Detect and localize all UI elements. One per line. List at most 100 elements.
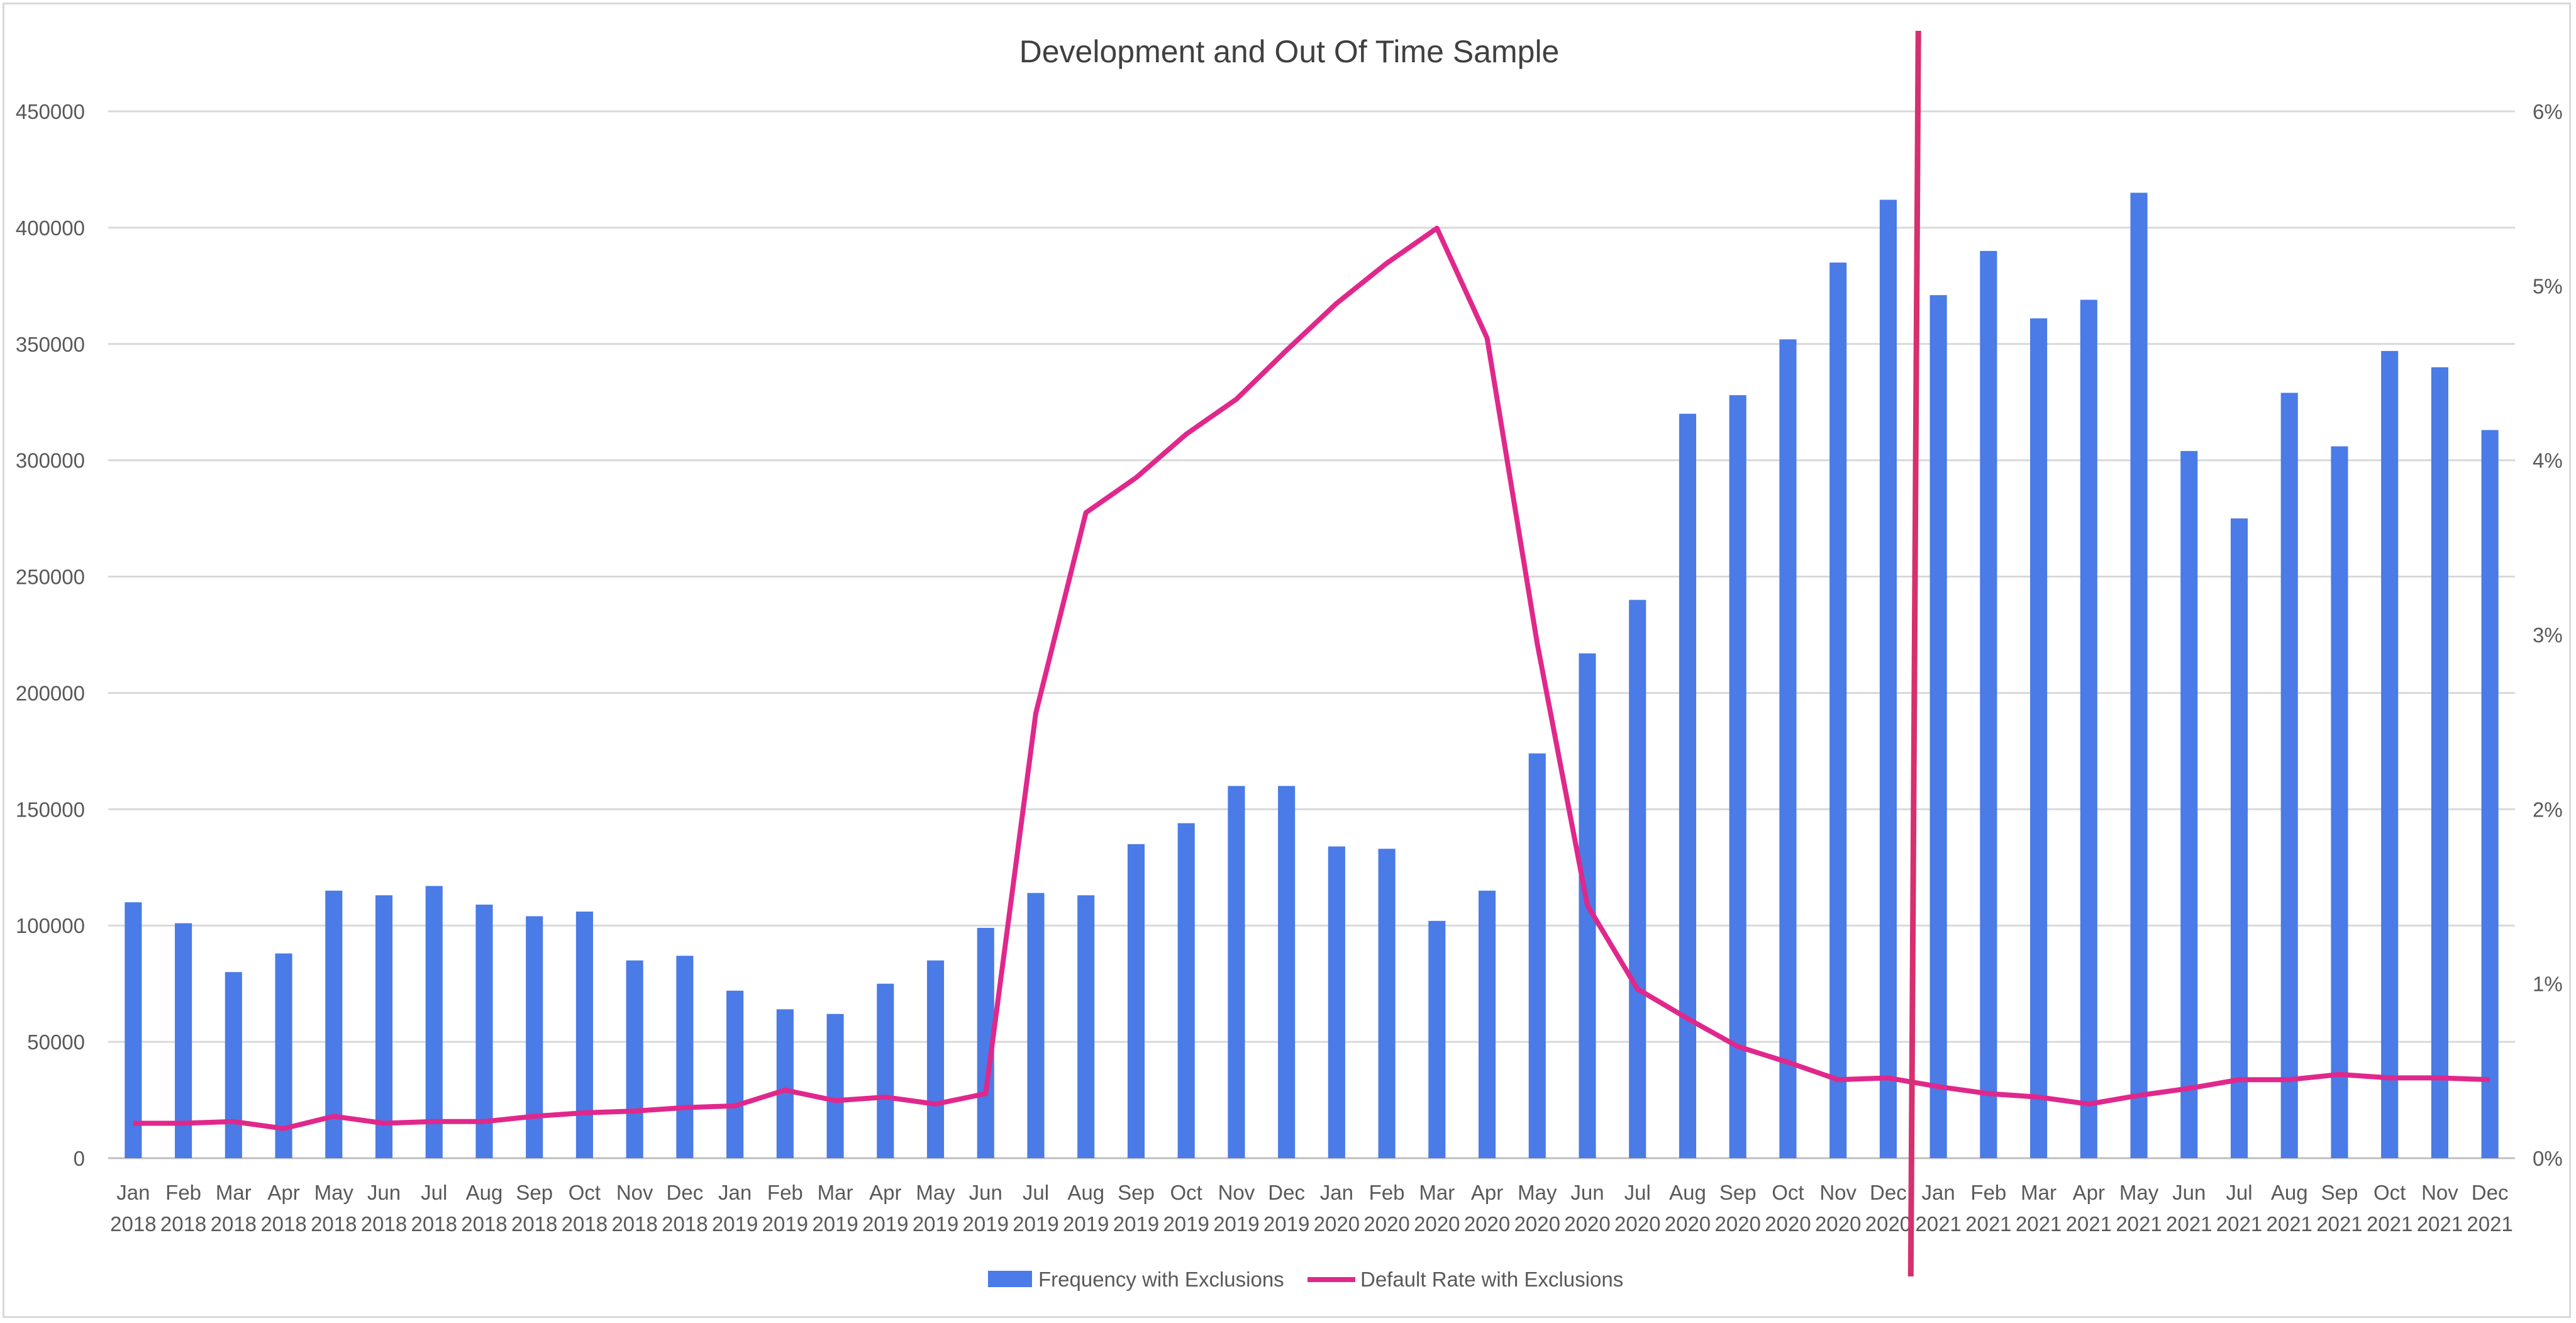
- bar: [826, 1013, 844, 1158]
- x-tick-label-year: 2020: [1614, 1212, 1660, 1236]
- x-tick-label-year: 2020: [1314, 1212, 1360, 1236]
- x-tick-label-month: Jun: [1570, 1181, 1604, 1204]
- bar: [1027, 893, 1045, 1158]
- x-tick-label-month: Apr: [869, 1181, 901, 1204]
- x-tick-label-month: May: [916, 1181, 955, 1204]
- x-tick-label-year: 2021: [2467, 1212, 2512, 1236]
- x-tick-label-year: 2021: [2116, 1212, 2162, 1236]
- legend-swatch-frequency: [988, 1271, 1032, 1287]
- x-tick-label-year: 2018: [461, 1212, 507, 1236]
- x-tick-label-year: 2021: [2267, 1212, 2312, 1236]
- bar: [1879, 199, 1897, 1158]
- x-tick-label-year: 2018: [311, 1212, 357, 1236]
- bar: [526, 916, 543, 1158]
- x-tick-label-month: Feb: [767, 1181, 803, 1204]
- x-tick-label-year: 2019: [1063, 1212, 1109, 1236]
- x-tick-label-month: Aug: [2271, 1181, 2308, 1204]
- x-tick-label-month: Jul: [1023, 1181, 1049, 1204]
- y-left-tick-label: 400000: [16, 216, 85, 240]
- x-tick-label-month: Jan: [1320, 1181, 1353, 1204]
- y-right-tick-label: 5%: [2533, 274, 2563, 298]
- x-tick-label-month: Mar: [216, 1181, 252, 1204]
- x-tick-label-month: Mar: [818, 1181, 853, 1204]
- x-tick-label-year: 2019: [1213, 1212, 1259, 1236]
- annotation-layer: [1907, 30, 1921, 1277]
- y-left-tick-label: 350000: [16, 333, 85, 356]
- x-tick-label-year: 2021: [1915, 1212, 1961, 1236]
- x-tick-label-year: 2021: [2316, 1212, 2362, 1236]
- y-right-tick-label: 3%: [2533, 623, 2563, 647]
- x-tick-label-month: May: [314, 1181, 354, 1204]
- y-right-tick-label: 2%: [2533, 798, 2563, 821]
- bar: [1428, 920, 1446, 1158]
- x-tick-label-month: Oct: [2373, 1181, 2406, 1204]
- x-tick-label-year: 2021: [2016, 1212, 2062, 1236]
- y-left-tick-label: 450000: [16, 100, 85, 123]
- x-tick-label-year: 2019: [862, 1212, 908, 1236]
- x-tick-label-month: Oct: [569, 1181, 601, 1204]
- x-tick-label-month: Feb: [1369, 1181, 1405, 1204]
- bar: [575, 912, 593, 1158]
- bar: [1980, 250, 1997, 1158]
- bar: [1729, 395, 1746, 1158]
- x-tick-label-month: Nov: [1819, 1181, 1857, 1204]
- bar: [175, 923, 192, 1158]
- x-tick-label-month: Dec: [667, 1181, 704, 1204]
- x-tick-label-month: Jul: [1624, 1181, 1651, 1204]
- x-tick-label-month: Sep: [1719, 1181, 1757, 1204]
- bar: [1328, 846, 1345, 1158]
- x-tick-label-month: Feb: [1970, 1181, 2006, 1204]
- x-tick-label-year: 2020: [1363, 1212, 1409, 1236]
- x-tick-label-month: Dec: [1870, 1181, 1907, 1204]
- x-tick-label-month: Jun: [367, 1181, 401, 1204]
- x-tick-label-year: 2018: [260, 1212, 306, 1236]
- right-axis: 0% 1% 2% 3% 4% 5% 6%: [2533, 100, 2563, 1170]
- x-tick-label-month: Mar: [2021, 1181, 2057, 1204]
- x-tick-label-year: 2018: [211, 1212, 257, 1236]
- y-right-tick-label: 0%: [2533, 1147, 2563, 1170]
- x-tick-label-month: Apr: [2073, 1181, 2105, 1204]
- bar: [1679, 413, 1697, 1158]
- chart-frame: 0 50000 100000 150000 200000 250000 300000 3500…: [3, 3, 2571, 1318]
- chart-title: Development and Out Of Time Sample: [1019, 34, 1560, 69]
- bar: [2180, 450, 2198, 1159]
- x-tick-label-year: 2020: [1714, 1212, 1760, 1236]
- legend: Frequency with Exclusions Default Rate wi…: [988, 1268, 1623, 1291]
- x-tick-label-year: 2019: [712, 1212, 758, 1236]
- bar: [1378, 849, 1396, 1158]
- bar: [1528, 753, 1546, 1158]
- x-tick-label-month: Nov: [1218, 1181, 1255, 1204]
- x-tick-label-month: Apr: [1471, 1181, 1503, 1204]
- x-tick-label-year: 2018: [562, 1212, 608, 1236]
- bar: [425, 886, 443, 1158]
- bar: [125, 902, 142, 1158]
- x-tick-label-month: Aug: [1669, 1181, 1706, 1204]
- x-tick-label-year: 2018: [361, 1212, 407, 1236]
- bar: [225, 972, 242, 1158]
- bar: [676, 956, 694, 1158]
- x-tick-label-year: 2019: [1013, 1212, 1058, 1236]
- x-tick-label-year: 2020: [1464, 1212, 1510, 1236]
- x-tick-label-year: 2021: [1965, 1212, 2011, 1236]
- bar: [2381, 350, 2399, 1158]
- chart-svg: 0 50000 100000 150000 200000 250000 300000 3500…: [16, 30, 2563, 1291]
- bar: [2080, 299, 2097, 1158]
- x-tick-label-year: 2019: [1263, 1212, 1309, 1236]
- y-left-tick-label: 0: [74, 1147, 85, 1170]
- x-tick-label-year: 2019: [1163, 1212, 1209, 1236]
- x-axis: Jan 2018 Feb 2018 Mar 2018 Apr 2018 May 2018 Jun 20…: [110, 1181, 2513, 1236]
- bar: [776, 1009, 794, 1158]
- x-tick-label-year: 2019: [762, 1212, 808, 1236]
- y-left-tick-label: 200000: [16, 681, 85, 705]
- default-rate-line: [133, 225, 2490, 1131]
- x-tick-label-year: 2019: [913, 1212, 958, 1236]
- x-tick-label-year: 2020: [1865, 1212, 1911, 1236]
- x-tick-label-year: 2021: [2166, 1212, 2212, 1236]
- bar: [475, 904, 493, 1158]
- x-tick-label-year: 2020: [1514, 1212, 1560, 1236]
- x-tick-label-year: 2018: [110, 1212, 156, 1236]
- legend-label-frequency: Frequency with Exclusions: [1038, 1268, 1284, 1291]
- y-left-tick-label: 250000: [16, 566, 85, 589]
- y-left-tick-label: 150000: [16, 798, 85, 821]
- left-axis: 0 50000 100000 150000 200000 250000 300000 3500…: [16, 100, 85, 1170]
